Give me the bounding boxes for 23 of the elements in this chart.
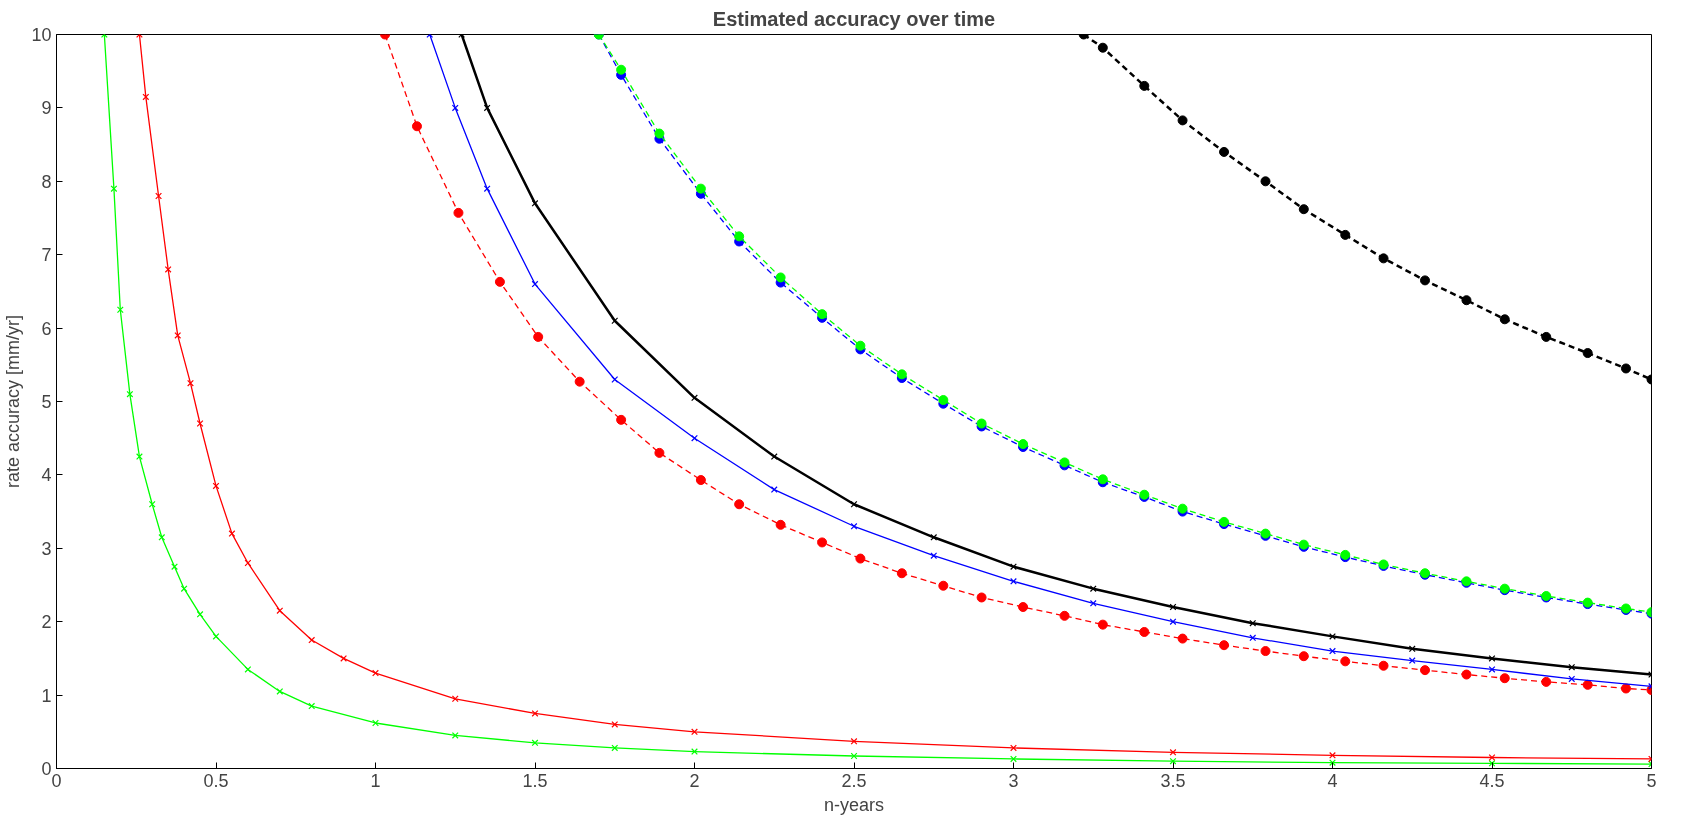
x-tick-label: 1.5 [522,770,548,791]
y-tick-label: 5 [41,392,52,412]
x-tick-label: 0.5 [203,770,229,791]
x-tick-label: 5 [1646,770,1657,791]
y-axis-title: rate accuracy [mm/yr] [3,314,24,489]
chart-title: Estimated accuracy over time [712,7,996,30]
y-tick-label: 1 [41,685,52,706]
y-tick-label: 9 [41,98,52,119]
x-tick-label: 4 [1327,770,1338,791]
x-tick-label: 4.5 [1479,770,1505,791]
y-tick-label: 3 [41,538,52,559]
y-tick-label: 4 [41,465,52,486]
y-tick-label: 7 [41,245,52,266]
x-tick-label: 3.5 [1160,770,1186,791]
x-tick-label: 2 [689,770,700,791]
y-tick-label: 2 [41,612,52,633]
y-tick-label: 8 [41,171,52,192]
x-tick-label: 2.5 [841,770,867,791]
x-tick-label: 1 [370,770,381,791]
y-tick-label: 10 [31,25,52,45]
x-axis-title: n-years [823,794,885,815]
y-tick-label: 6 [41,318,52,339]
x-tick-label: 3 [1008,770,1019,791]
